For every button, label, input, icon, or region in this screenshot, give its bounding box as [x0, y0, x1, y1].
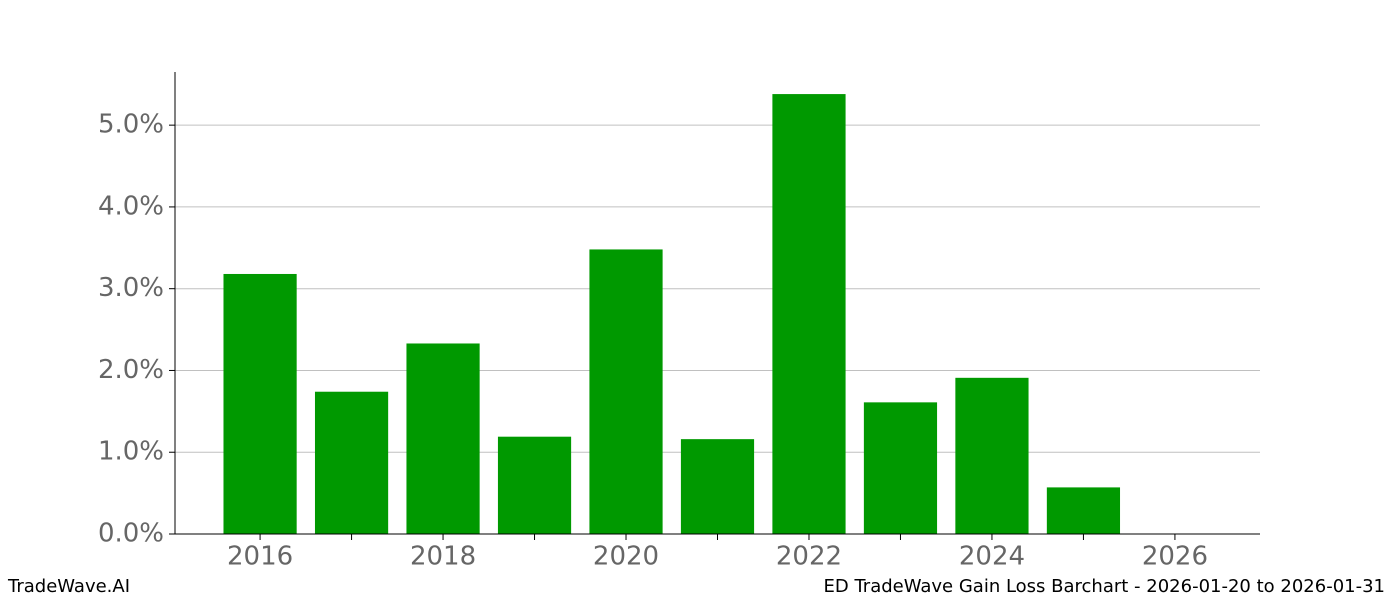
- x-tick-label: 2020: [593, 542, 659, 572]
- caption: ED TradeWave Gain Loss Barchart - 2026-0…: [823, 576, 1385, 597]
- bar: [406, 343, 480, 534]
- bar: [772, 94, 846, 534]
- x-tick-label: 2018: [410, 542, 476, 572]
- y-tick-label: 0.0%: [98, 519, 164, 549]
- y-tick-label: 3.0%: [98, 273, 164, 303]
- bar: [314, 391, 389, 534]
- bar: [680, 439, 755, 534]
- bar: [955, 377, 1029, 534]
- x-tick-label: 2016: [227, 542, 293, 572]
- y-tick-label: 4.0%: [98, 191, 164, 221]
- bar: [589, 249, 663, 534]
- x-tick-label: 2026: [1142, 542, 1208, 572]
- y-tick-label: 1.0%: [98, 437, 164, 467]
- y-tick-label: 5.0%: [98, 110, 164, 140]
- y-tick-label: 2.0%: [98, 355, 164, 385]
- bar: [223, 273, 297, 534]
- x-tick-label: 2024: [959, 542, 1025, 572]
- bar: [863, 402, 938, 534]
- brand: TradeWave.AI: [7, 576, 130, 597]
- bar: [1046, 487, 1121, 534]
- bar: [497, 436, 572, 534]
- x-tick-label: 2022: [776, 542, 842, 572]
